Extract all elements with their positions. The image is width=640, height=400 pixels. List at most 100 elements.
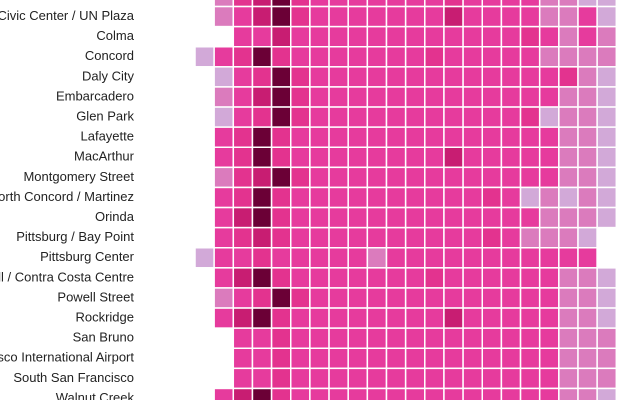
heatmap-cell: [385, 86, 407, 108]
heatmap-cell: [462, 247, 484, 269]
heatmap-cell: [481, 166, 503, 189]
heatmap-cell: [596, 226, 618, 249]
heatmap-cell: [443, 0, 464, 8]
heatmap-cell: [443, 86, 464, 108]
heatmap-cell: [596, 247, 618, 269]
heatmap-cell: [232, 66, 254, 88]
heatmap-cell: [577, 267, 598, 289]
heatmap-cell: [519, 287, 541, 309]
row-label: South San Francisco: [13, 370, 134, 385]
heatmap-cell: [347, 307, 369, 329]
heatmap-cell: [443, 5, 464, 28]
heatmap-cell: [385, 267, 407, 289]
heatmap-cell: [519, 5, 541, 28]
heatmap-cell: [481, 106, 503, 128]
heatmap-cell: [347, 25, 369, 48]
heatmap-cell: [290, 387, 311, 400]
heatmap-cell: [366, 5, 388, 28]
heatmap-cell: [481, 226, 503, 249]
heatmap-cell: [366, 126, 388, 149]
heatmap-cell: [500, 387, 522, 400]
heatmap-cell: [251, 387, 273, 400]
heatmap-cell: [538, 5, 560, 28]
heatmap-cell: [596, 5, 618, 28]
heatmap-cell: [404, 347, 426, 370]
heatmap-cell: [519, 86, 541, 108]
heatmap-cell: [462, 206, 484, 229]
heatmap-cell: [481, 186, 503, 209]
heatmap-cell: [290, 106, 311, 128]
heatmap-cell: [596, 287, 618, 309]
heatmap-cell: [519, 46, 541, 68]
heatmap-cell: [328, 146, 349, 169]
heatmap-cell: [385, 46, 407, 68]
heatmap-cell: [538, 46, 560, 68]
heatmap-cell: [328, 287, 349, 309]
heatmap-cell: [347, 186, 369, 209]
heatmap-cell: [596, 387, 618, 400]
heatmap-cell: [290, 166, 311, 189]
heatmap-cell: [347, 247, 369, 269]
heatmap-cell: [481, 0, 503, 8]
heatmap-cell: [577, 387, 598, 400]
heatmap-cell: [385, 66, 407, 88]
heatmap-cell: [500, 166, 522, 189]
heatmap-cell: [366, 367, 388, 390]
heatmap-cell: [347, 347, 369, 370]
heatmap-cell: [347, 267, 369, 289]
heatmap-cell: [347, 327, 369, 349]
heatmap-cell: [462, 226, 484, 249]
heatmap-cell: [500, 367, 522, 390]
heatmap-cell: [309, 387, 330, 400]
row-label: Pittsburg Center: [40, 249, 135, 264]
heatmap-cell: [213, 367, 235, 390]
heatmap-cell: [347, 206, 369, 229]
heatmap-cell: [577, 206, 598, 229]
heatmap-cell: [270, 387, 292, 400]
heatmap-cell: [232, 287, 254, 309]
heatmap-cell: [213, 206, 235, 229]
heatmap-cell: [309, 25, 330, 48]
heatmap-cell: [251, 267, 273, 289]
heatmap-cell: [366, 307, 388, 329]
heatmap-cell: [404, 106, 426, 128]
heatmap-cell: [558, 25, 579, 48]
heatmap-cell: [596, 186, 618, 209]
heatmap-cell: [270, 267, 292, 289]
heatmap-cell: [347, 5, 369, 28]
row-label: Montgomery Street: [23, 169, 134, 184]
heatmap-cell: [232, 46, 254, 68]
heatmap-cell: [577, 226, 598, 249]
heatmap-cell: [424, 387, 445, 400]
row-label: Balboa Park: [63, 0, 134, 3]
heatmap-cell: [366, 106, 388, 128]
heatmap-cell: [519, 126, 541, 149]
heatmap-cell: [424, 5, 445, 28]
heatmap-cell: [309, 267, 330, 289]
heatmap-cell: [519, 186, 541, 209]
heatmap-cell: [538, 66, 560, 88]
heatmap-cell: [443, 387, 464, 400]
heatmap-cell: [328, 327, 349, 349]
heatmap-cell: [251, 327, 273, 349]
heatmap-cell: [270, 226, 292, 249]
heatmap-cell: [232, 0, 254, 8]
heatmap-cell: [577, 166, 598, 189]
heatmap-cell: [194, 206, 215, 229]
heatmap-cell: [270, 25, 292, 48]
heatmap-cell: [404, 287, 426, 309]
heatmap-cell: [232, 226, 254, 249]
heatmap-cell: [462, 347, 484, 370]
heatmap-cell: [577, 186, 598, 209]
heatmap-cell: [347, 146, 369, 169]
heatmap-cell: [366, 186, 388, 209]
heatmap-cell: [347, 387, 369, 400]
heatmap-cell: [309, 106, 330, 128]
heatmap-cell: [194, 5, 215, 28]
heatmap-cell: [519, 347, 541, 370]
heatmap-cell: [558, 226, 579, 249]
row-label: Walnut Creek: [56, 390, 135, 400]
heatmap-cell: [385, 387, 407, 400]
heatmap-cell: [213, 86, 235, 108]
heatmap-cell: [385, 347, 407, 370]
